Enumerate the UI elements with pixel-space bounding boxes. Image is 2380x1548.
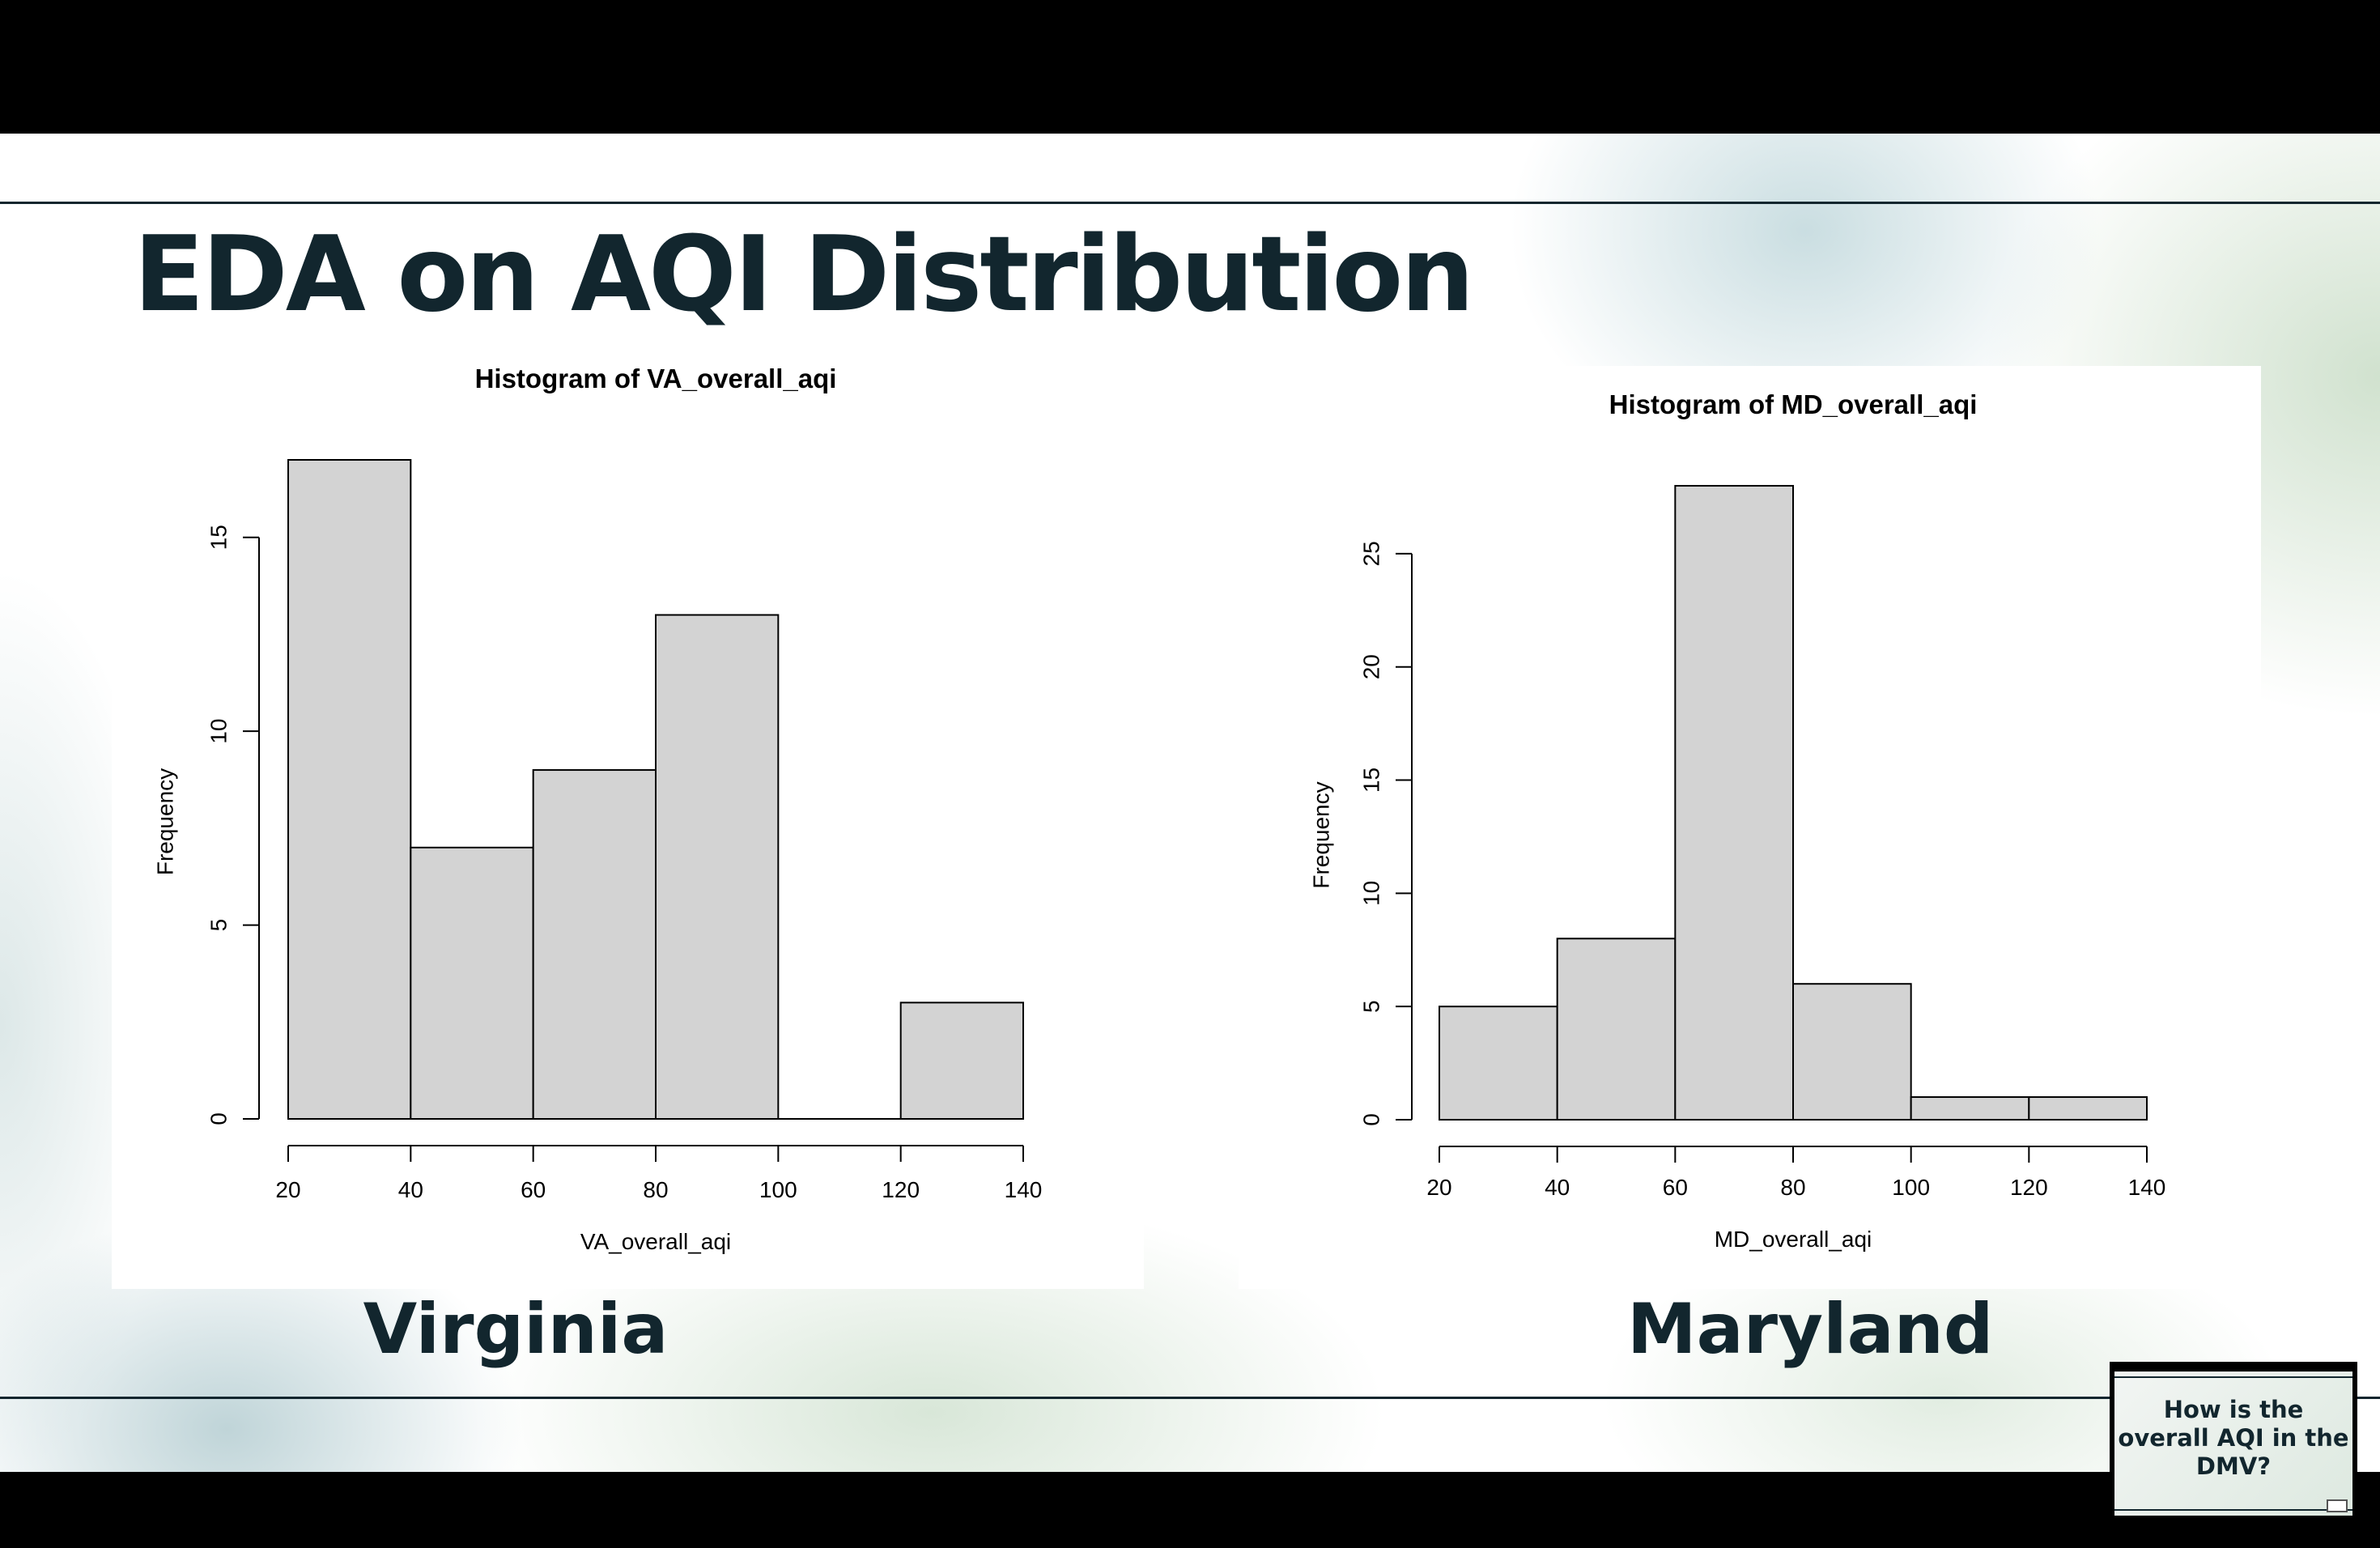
x-tick-label: 20 [275,1177,300,1202]
md-histogram-panel: 20 40 60 80 100 120 140 0 5 10 15 20 25 Histogram of … [1239,366,2261,1289]
x-tick-label: 20 [1426,1175,1451,1200]
x-tick-label: 100 [1892,1175,1930,1200]
thumbnail-divider [2114,1376,2352,1378]
y-tick-label: 10 [1359,881,1384,906]
histogram-bar [2028,1096,2148,1121]
top-letterbox [0,0,2380,134]
y-axis-label: Frequency [1309,781,1334,888]
slide-thumbnail[interactable]: How is the overall AQI in the DMV? [2110,1362,2357,1525]
y-axis-label: Frequency [153,768,178,875]
histogram-bar [1439,1006,1558,1121]
x-tick-label: 80 [1780,1175,1805,1200]
histogram-bar [287,459,412,1120]
x-tick-label: 60 [1663,1175,1688,1200]
chart-title: Histogram of VA_overall_aqi [475,364,837,393]
y-tick-label: 25 [1359,541,1384,566]
thumbnail-divider [2114,1509,2352,1511]
maryland-caption: Maryland [1627,1289,1994,1370]
histogram-bar [1910,1096,2030,1121]
presenter-view-icon[interactable] [2327,1499,2348,1512]
virginia-caption: Virginia [363,1289,669,1370]
x-axis-label: VA_overall_aqi [580,1229,731,1254]
histogram-bar [1674,485,1794,1121]
x-tick-label: 140 [1005,1177,1043,1202]
top-divider [0,202,2380,204]
bottom-divider [0,1397,2380,1399]
y-tick-label: 5 [206,919,232,932]
x-tick-label: 60 [521,1177,546,1202]
x-tick-label: 120 [2010,1175,2048,1200]
x-tick-label: 40 [398,1177,423,1202]
thumbnail-text: How is the overall AQI in the DMV? [2118,1396,2349,1480]
y-tick-label: 10 [206,719,232,744]
va-histogram-panel: 20 40 60 80 100 120 140 0 5 10 15 Histogram of VA_o… [112,360,1144,1289]
histogram-bar [1792,983,1912,1121]
y-tick-label: 5 [1359,1000,1384,1013]
x-tick-label: 100 [759,1177,797,1202]
histogram-bar [655,614,780,1120]
bottom-letterbox [0,1472,2380,1548]
x-tick-label: 40 [1545,1175,1570,1200]
y-tick-label: 0 [206,1112,232,1125]
x-tick-label: 140 [2128,1175,2166,1200]
x-tick-label: 120 [882,1177,920,1202]
histogram-bar [532,769,657,1120]
y-tick-label: 15 [206,525,232,550]
page-title: EDA on AQI Distribution [134,215,1474,335]
chart-title: Histogram of MD_overall_aqi [1609,389,1978,419]
x-axis-label: MD_overall_aqi [1715,1227,1872,1252]
va-histogram-chart: 20 40 60 80 100 120 140 0 5 10 15 Histogram of VA_o… [153,364,1043,1254]
thumbnail-slide: How is the overall AQI in the DMV? [2114,1372,2352,1516]
y-tick-label: 0 [1359,1113,1384,1126]
histogram-bar [1556,938,1677,1121]
x-tick-label: 80 [643,1177,668,1202]
histogram-bar [899,1002,1025,1121]
md-histogram-chart: 20 40 60 80 100 120 140 0 5 10 15 20 25 Histogram of … [1309,389,2166,1252]
histogram-bar [410,846,534,1121]
y-tick-label: 20 [1359,654,1384,679]
y-tick-label: 15 [1359,768,1384,793]
